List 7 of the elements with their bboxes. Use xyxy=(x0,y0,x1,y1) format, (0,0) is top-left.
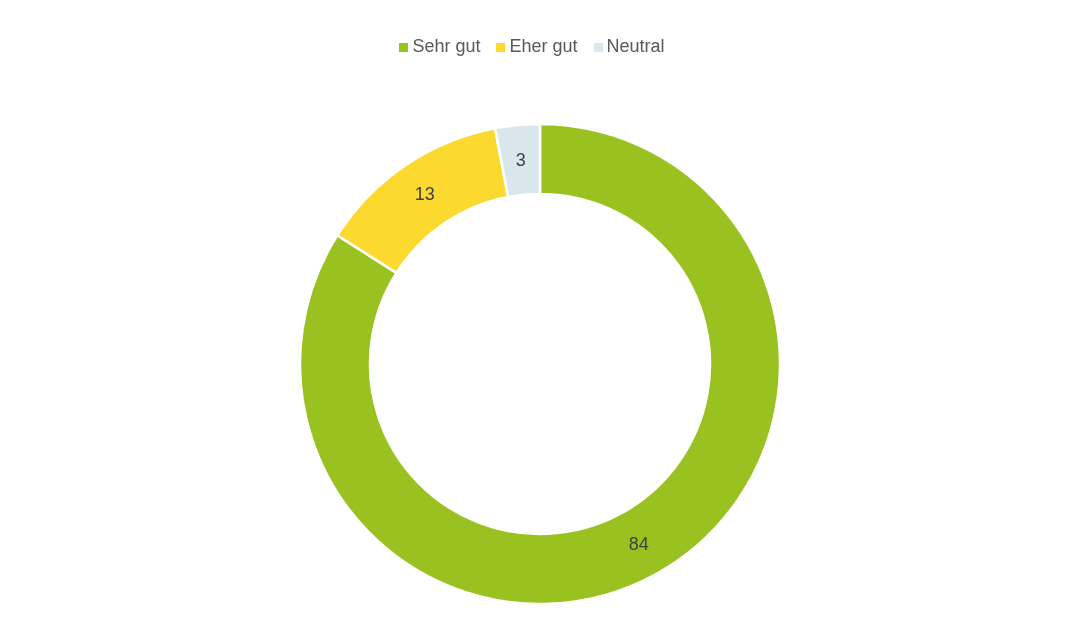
data-label: 13 xyxy=(414,184,435,205)
legend-label: Eher gut xyxy=(509,36,578,56)
legend-label: Sehr gut xyxy=(412,36,481,56)
legend-label: Neutral xyxy=(606,36,665,56)
donut-slice xyxy=(299,122,782,605)
data-label: 3 xyxy=(515,149,526,170)
data-label: 84 xyxy=(628,533,649,554)
